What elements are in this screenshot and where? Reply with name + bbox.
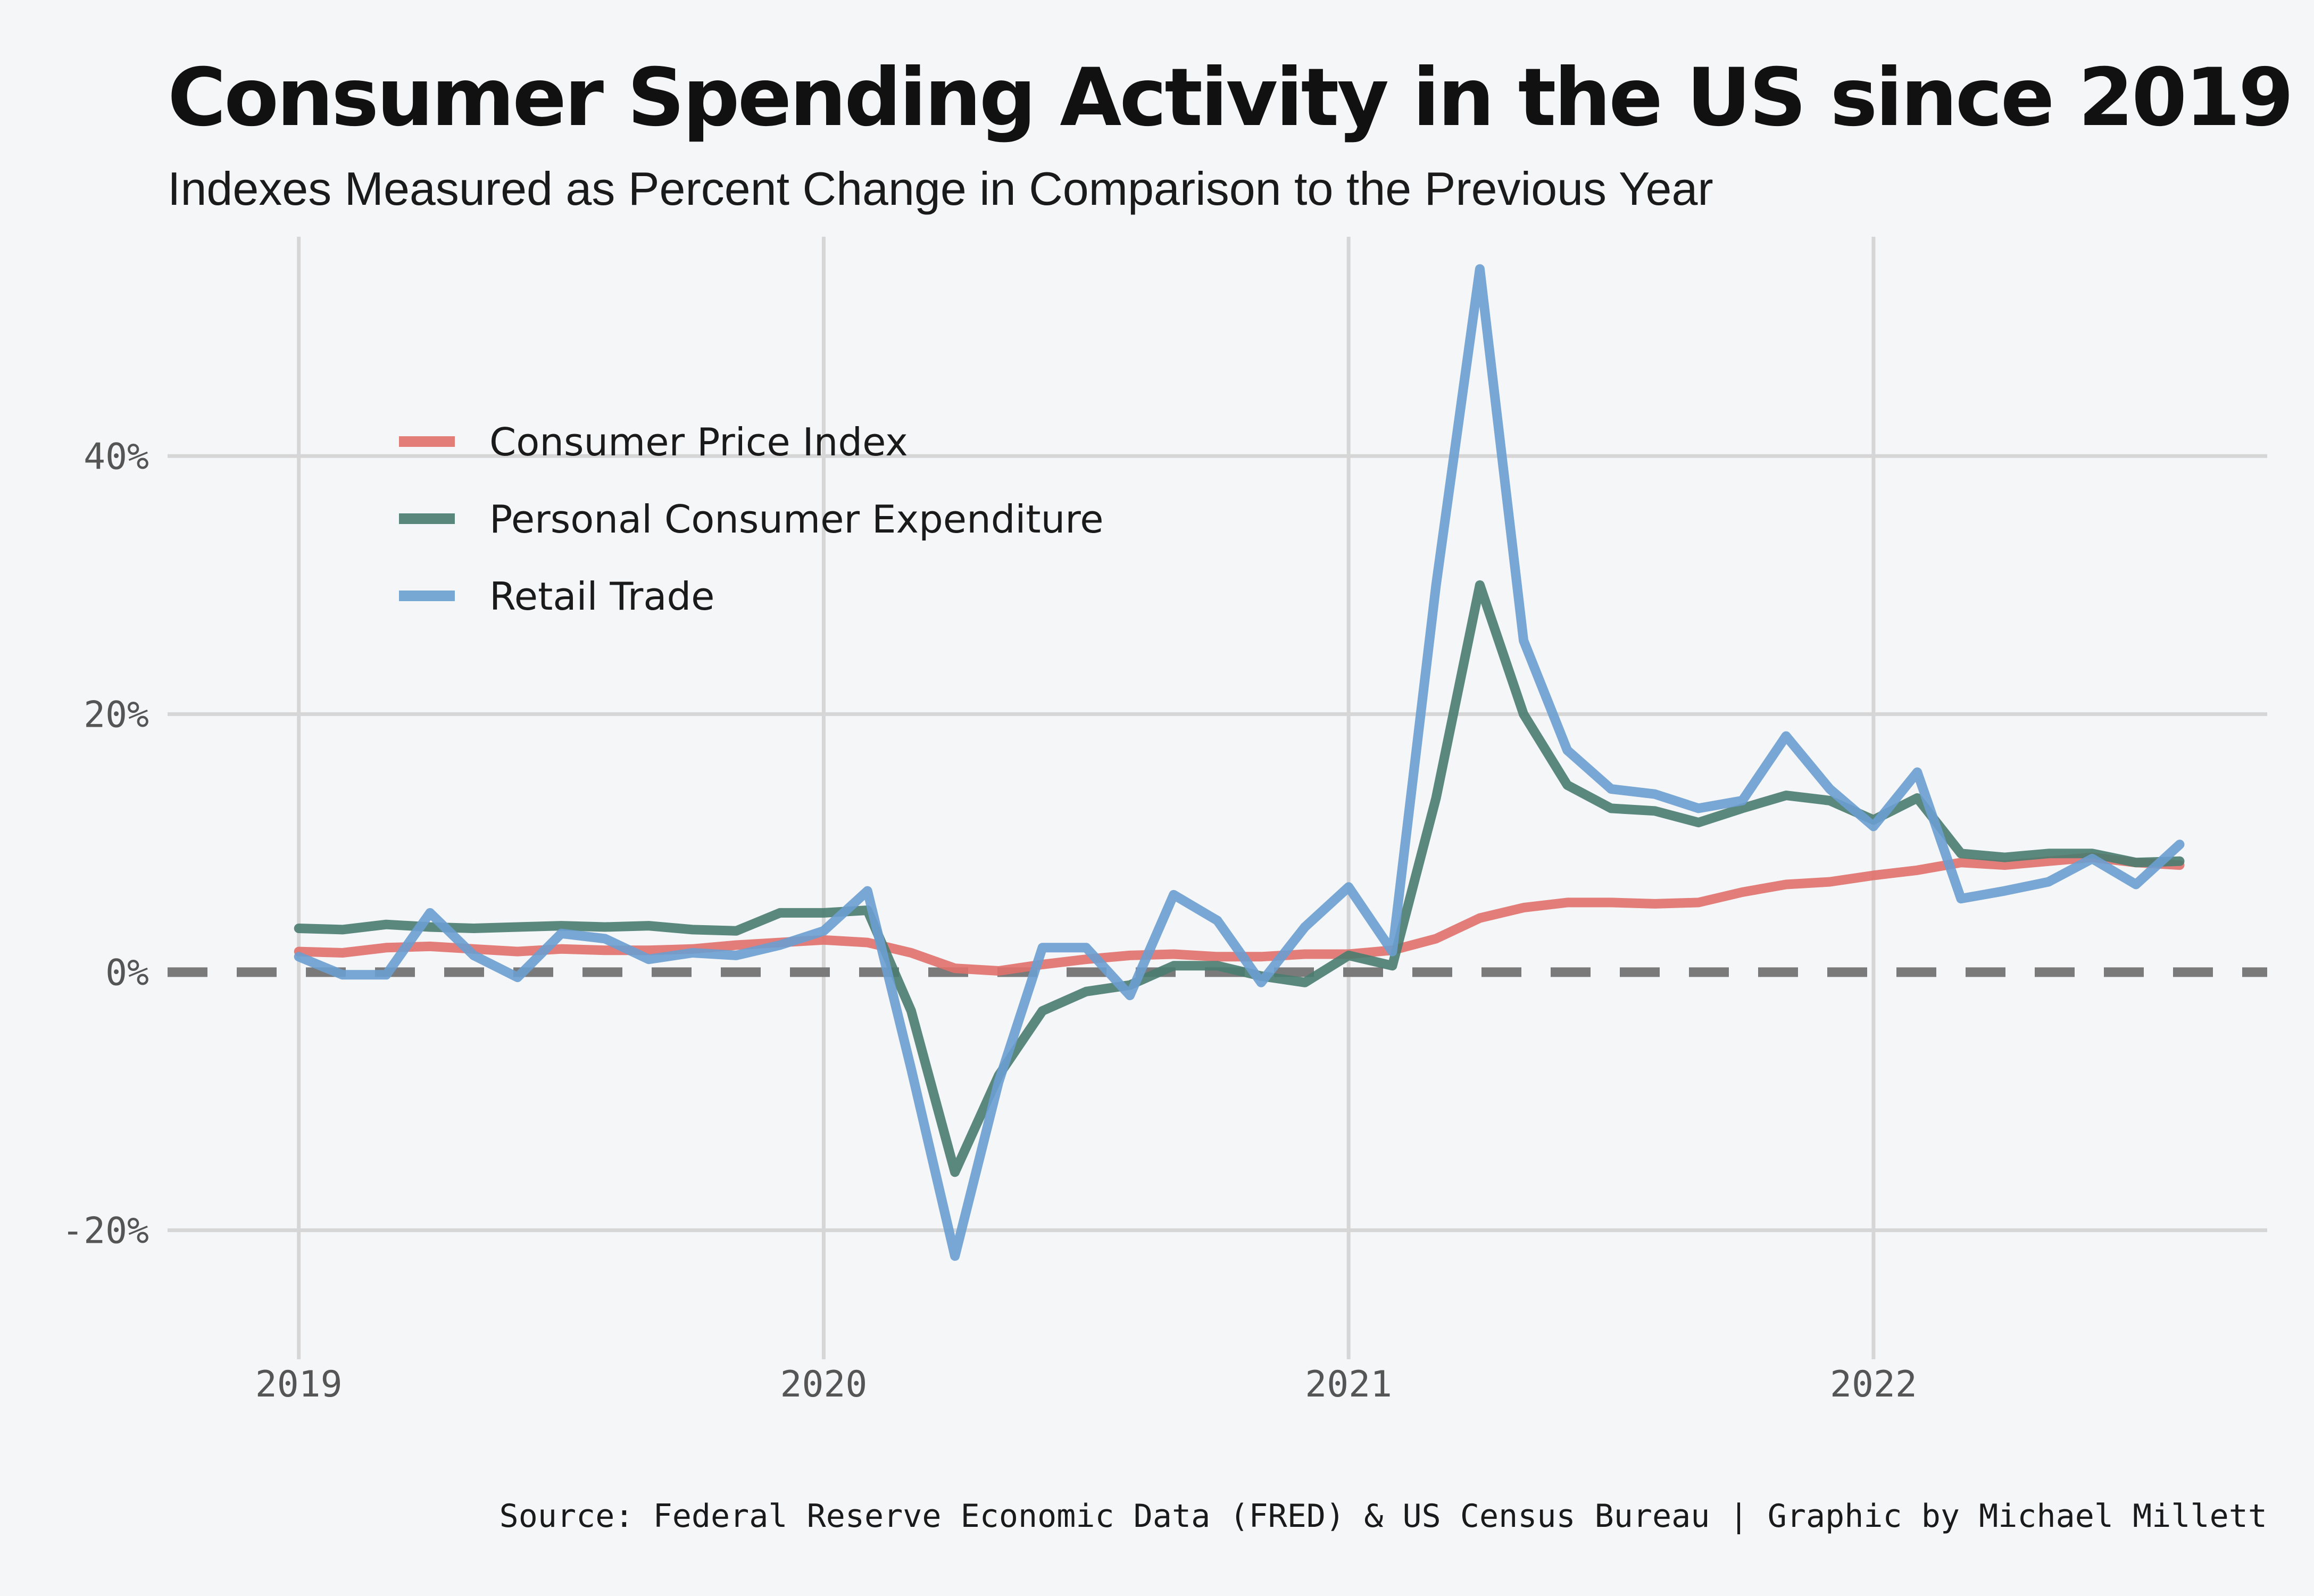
series-line-retail-trade [294,264,2185,1261]
y-axis-tick-labels: -20% 0% 20% 40% [62,436,149,1252]
chart-title: Consumer Spending Activity in the US sin… [168,52,2292,144]
chart-subtitle: Indexes Measured as Percent Change in Co… [168,162,1713,215]
chart-caption: Source: Federal Reserve Economic Data (F… [500,1498,2267,1535]
x-tick-label: 2020 [780,1364,868,1406]
y-gridlines [168,454,2267,1232]
y-tick-label: -20% [62,1210,149,1252]
y-tick-label: 20% [84,694,149,736]
x-tick-label: 2019 [255,1364,343,1406]
legend-label: Personal Consumer Expenditure [489,497,1104,542]
legend: Consumer Price Index Personal Consumer Ex… [399,420,1104,619]
x-gridlines [297,237,1876,1359]
x-axis-tick-labels: 2019 2020 2021 2022 [255,1364,1917,1406]
series-lines [294,264,2185,1261]
y-tick-label: 0% [105,952,149,994]
legend-label: Retail Trade [489,574,714,619]
x-tick-label: 2021 [1305,1364,1392,1406]
legend-label: Consumer Price Index [489,420,908,464]
x-tick-label: 2022 [1830,1364,1917,1406]
y-tick-label: 40% [84,436,149,478]
